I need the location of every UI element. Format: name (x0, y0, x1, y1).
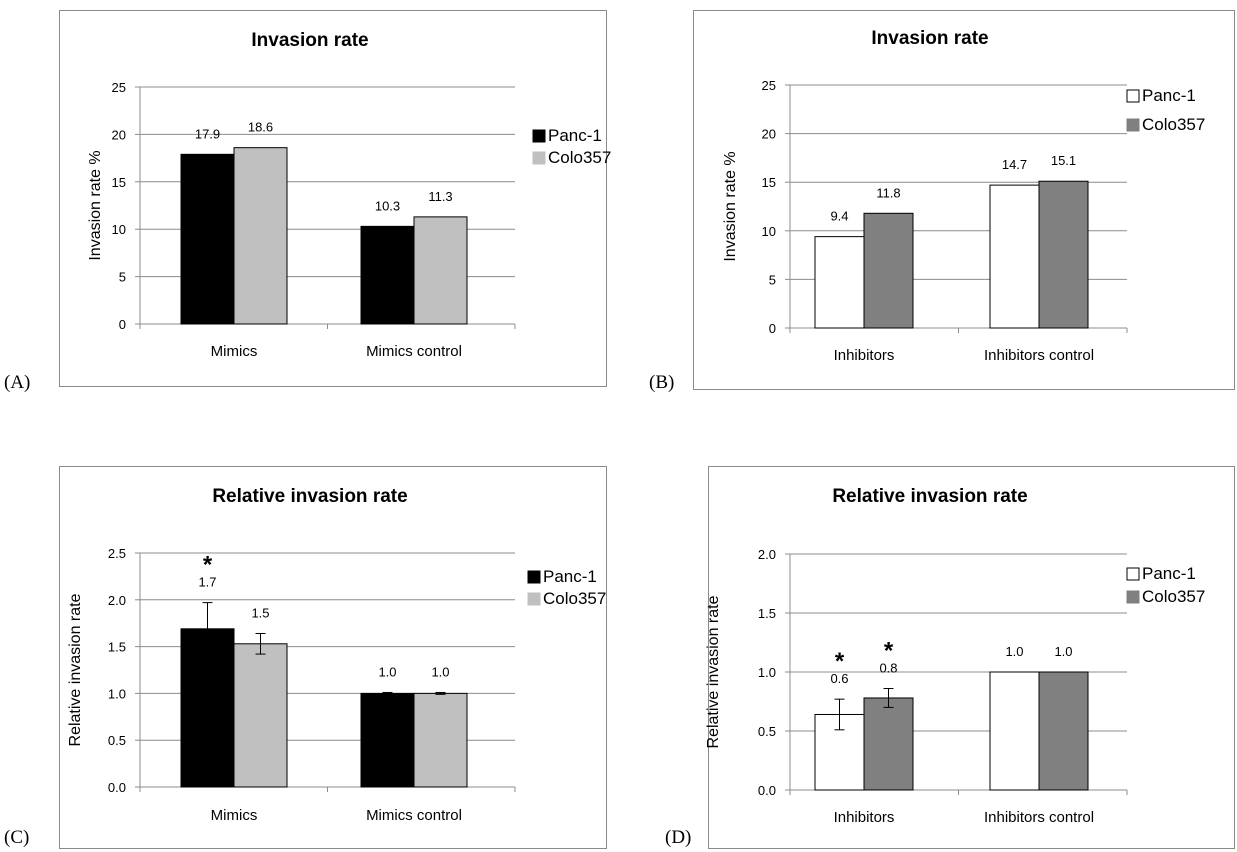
y-tick-label: 15 (112, 175, 126, 190)
legend-swatch (1126, 590, 1140, 604)
data-label: 10.3 (375, 198, 400, 213)
legend-label: Panc-1 (1142, 564, 1196, 583)
x-category-label: Inhibitors (834, 809, 895, 826)
y-tick-label: 25 (762, 78, 776, 93)
data-label: 15.1 (1051, 153, 1076, 168)
y-tick-label: 5 (119, 270, 126, 285)
y-tick-label: 0.5 (108, 733, 126, 748)
x-category-label: Mimics (211, 343, 258, 360)
bar (989, 184, 1040, 329)
y-tick-label: 10 (762, 224, 776, 239)
chart-title: Invasion rate (251, 30, 368, 51)
chart-title: Relative invasion rate (832, 486, 1027, 507)
y-tick-label: 20 (762, 127, 776, 142)
y-tick-label: 0.0 (108, 780, 126, 795)
legend-swatch (532, 129, 546, 143)
panel-d-frame (708, 466, 1235, 849)
legend-label: Panc-1 (1142, 86, 1196, 105)
data-label: 1.0 (431, 664, 449, 679)
bar (233, 147, 288, 325)
legend-swatch (527, 592, 541, 606)
legend-swatch (1126, 567, 1140, 581)
legend-label: Panc-1 (548, 126, 602, 145)
data-label: 11.8 (876, 185, 900, 200)
legend-label: Colo357 (543, 589, 606, 608)
y-tick-label: 20 (112, 127, 126, 142)
y-tick-label: 0 (769, 321, 776, 336)
data-label: 1.0 (1054, 644, 1072, 659)
data-label: 1.5 (251, 605, 269, 620)
data-label: 11.3 (428, 189, 452, 204)
y-tick-label: 1.5 (758, 606, 776, 621)
x-category-label: Inhibitors control (984, 809, 1094, 826)
bar (814, 236, 865, 329)
y-tick-label: 15 (762, 175, 776, 190)
y-tick-label: 0.0 (758, 783, 776, 798)
y-tick-label: 5 (769, 272, 776, 287)
chart-title: Relative invasion rate (212, 486, 407, 507)
panel-b-label: (B) (649, 372, 675, 393)
bar (180, 153, 235, 325)
bar (413, 692, 468, 788)
x-category-label: Mimics control (366, 807, 462, 824)
y-axis-label: Invasion rate % (87, 150, 104, 260)
data-label: 14.7 (1002, 157, 1027, 172)
bar (863, 697, 914, 791)
bar (360, 692, 415, 788)
y-tick-label: 2.0 (108, 593, 126, 608)
data-label: 9.4 (830, 209, 848, 224)
y-tick-label: 0 (119, 317, 126, 332)
x-category-label: Inhibitors control (984, 347, 1094, 364)
panel-d-label: (D) (665, 827, 692, 848)
legend-label: Colo357 (1142, 115, 1205, 134)
panel-a-label: (A) (4, 372, 31, 393)
bar (413, 216, 468, 325)
legend-label: Panc-1 (543, 567, 597, 586)
y-tick-label: 2.5 (108, 546, 126, 561)
legend-label: Colo357 (1142, 587, 1205, 606)
legend-swatch (527, 570, 541, 584)
y-tick-label: 2.0 (758, 547, 776, 562)
y-axis-label: Relative invasion rate (705, 595, 722, 748)
legend-label: Colo357 (548, 148, 611, 167)
y-axis-label: Relative invasion rate (67, 593, 84, 746)
panel-c-label: (C) (4, 827, 30, 848)
x-category-label: Mimics (211, 807, 258, 824)
data-label: 18.6 (248, 120, 273, 135)
significance-star: * (835, 648, 845, 675)
legend-swatch (1126, 89, 1140, 103)
legend-swatch (1126, 118, 1140, 132)
bar (360, 225, 415, 325)
y-axis-label: Invasion rate % (722, 151, 739, 261)
y-tick-label: 1.0 (108, 686, 126, 701)
panel-c-frame (59, 466, 607, 849)
bar (989, 671, 1040, 791)
significance-star: * (884, 638, 894, 665)
legend-swatch (532, 151, 546, 165)
data-label: 0.6 (830, 671, 848, 686)
y-tick-label: 0.5 (758, 724, 776, 739)
panel-b-frame (693, 10, 1235, 390)
chart-title: Invasion rate (871, 28, 988, 49)
y-tick-label: 1.5 (108, 640, 126, 655)
x-category-label: Mimics control (366, 343, 462, 360)
bar (863, 212, 914, 329)
data-label: 1.7 (198, 575, 216, 590)
y-tick-label: 10 (112, 222, 126, 237)
bar (1038, 180, 1089, 329)
data-label: 1.0 (378, 664, 396, 679)
bar (1038, 671, 1089, 791)
data-label: 1.0 (1005, 644, 1023, 659)
y-tick-label: 25 (112, 80, 126, 95)
data-label: 17.9 (195, 126, 220, 141)
x-category-label: Inhibitors (834, 347, 895, 364)
data-label: 0.8 (879, 661, 897, 676)
significance-star: * (203, 552, 213, 579)
y-tick-label: 1.0 (758, 665, 776, 680)
